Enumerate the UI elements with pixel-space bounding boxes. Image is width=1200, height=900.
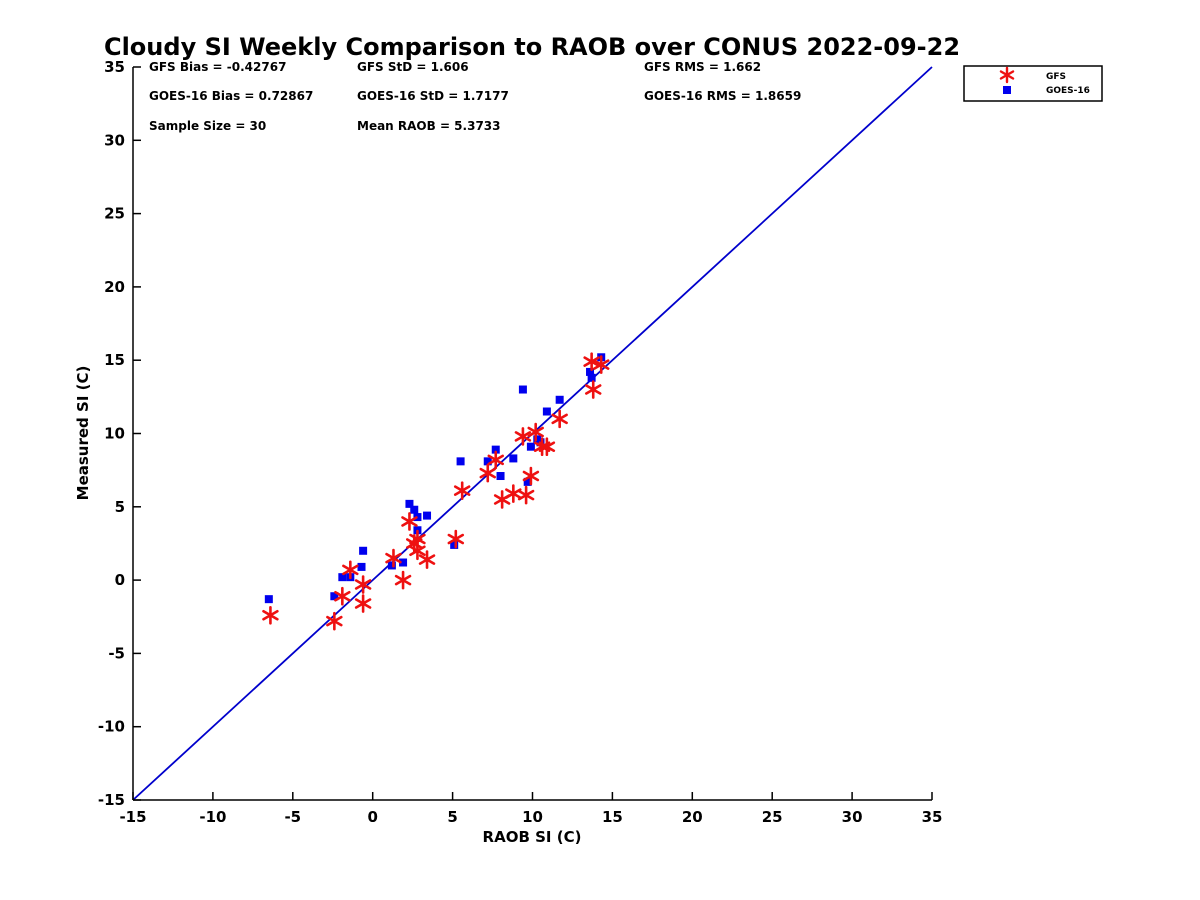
stat-sample-size: Sample Size = 30 [149,119,266,133]
x-tick-label: -15 [119,808,146,826]
legend-box [963,65,1103,102]
x-axis-label: RAOB SI (C) [483,828,582,846]
gfs-point [354,594,372,613]
gfs-point [584,380,602,399]
y-tick-label: 10 [104,425,125,443]
x-axis-ticks: -15 -10 -5 0 5 10 15 20 25 30 35 [119,792,942,826]
goes16-point [264,595,273,604]
gfs-point [326,611,343,631]
y-tick-label: 30 [104,131,125,149]
stat-goes-bias: GOES-16 Bias = 0.72867 [149,89,313,103]
gfs-point [385,548,402,568]
stat-mean-raob: Mean RAOB = 5.3733 [357,119,501,133]
gfs-point [514,427,532,446]
gfs-point [262,605,279,625]
gfs-point [538,437,556,456]
y-axis-label: Measured SI (C) [74,366,92,501]
gfs-point [447,529,465,549]
x-tick-label: 0 [367,808,377,826]
gfs-point [394,570,412,590]
gfs-point [522,466,540,486]
goes16-point [496,472,505,481]
goes16-point [523,477,532,486]
gfs-point [583,352,600,371]
statistics-block: GFS Bias = -0.42767 GFS StD = 1.606 GFS … [149,60,801,133]
legend-gfs-label: GFS [1046,72,1066,82]
goes16-point [410,505,419,514]
goes16-point [338,573,347,582]
legend-goes-marker [1003,86,1011,94]
x-tick-label: 35 [922,808,943,826]
stat-gfs-rms: GFS RMS = 1.662 [644,60,761,74]
x-tick-label: -5 [284,808,301,826]
goes16-point [526,442,535,451]
gfs-point [527,422,544,442]
gfs-point [342,560,359,580]
legend-goes-label: GOES-16 [1046,86,1090,96]
y-tick-label: 0 [115,571,125,589]
gfs-point [418,550,436,569]
goes16-point [555,395,564,404]
goes16-point [586,367,595,376]
goes16-point [387,561,396,570]
goes16-point [405,499,414,508]
goes16-point [518,385,527,394]
goes16-point [359,546,368,555]
data-points [262,352,610,631]
goes16-point [587,373,596,382]
y-tick-label: 15 [104,351,125,369]
legend-gfs-marker [999,66,1015,84]
stat-goes-std: GOES-16 StD = 1.7177 [357,89,509,103]
stat-gfs-bias: GFS Bias = -0.42767 [149,60,286,74]
x-tick-label: -10 [199,808,226,826]
stat-goes-rms: GOES-16 RMS = 1.8659 [644,89,801,103]
gfs-point [479,463,496,483]
goes16-point [399,558,408,567]
y-tick-label: 25 [104,205,125,223]
x-tick-label: 10 [522,808,543,826]
goes16-point [456,457,465,466]
goes16-point [483,457,492,466]
goes16-point [491,445,500,454]
gfs-point [487,450,504,470]
goes16-point [357,562,366,571]
y-axis-ticks: -15 -10 -5 0 5 10 15 20 25 30 35 [98,58,141,809]
plot-area: -15 -10 -5 0 5 10 15 20 25 30 35 -15 -10 -5 0 5 10 15 20 2… [98,58,943,826]
gfs-point [401,512,418,531]
goes16-point [423,511,432,520]
gfs-point [334,586,351,606]
x-tick-label: 20 [682,808,703,826]
stat-gfs-std: GFS StD = 1.606 [357,60,469,74]
goes16-point [330,592,339,601]
goes16-point [542,407,551,416]
gfs-point [551,409,568,429]
y-tick-label: -15 [98,791,125,809]
x-tick-label: 30 [842,808,863,826]
y-tick-label: -10 [98,718,125,736]
gfs-point [517,485,535,505]
x-tick-label: 15 [602,808,623,826]
legend: GFS GOES-16 [963,65,1103,102]
x-tick-label: 5 [447,808,457,826]
chart-title: Cloudy SI Weekly Comparison to RAOB over… [104,33,960,61]
y-tick-label: 20 [104,278,125,296]
goes16-point [509,454,518,463]
gfs-point [354,575,372,594]
gfs-point [493,490,511,509]
gfs-point [409,541,426,561]
y-tick-label: 5 [115,498,125,516]
gfs-point [453,481,471,500]
x-tick-label: 25 [762,808,783,826]
y-tick-label: -5 [108,644,125,662]
gfs-point [592,355,610,374]
y-tick-label: 35 [104,58,125,76]
goes16-point [450,540,459,549]
